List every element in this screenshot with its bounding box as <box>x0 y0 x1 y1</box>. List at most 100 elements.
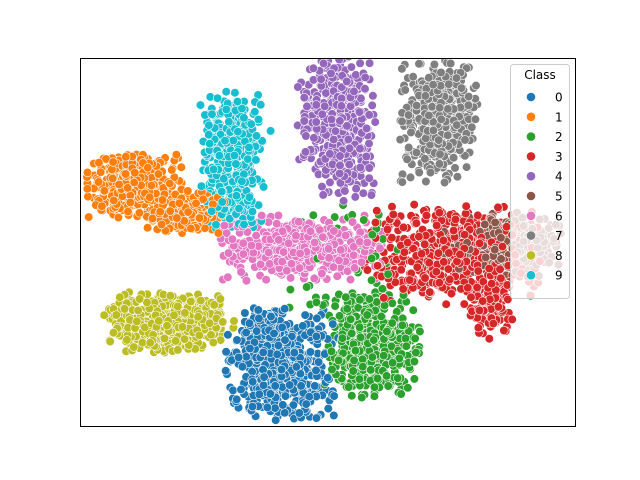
data-point-class-2 <box>409 374 420 384</box>
data-point-class-9 <box>211 220 221 230</box>
data-point-class-4 <box>308 75 319 85</box>
data-point-class-0 <box>285 380 295 390</box>
data-point-class-8 <box>105 336 115 347</box>
data-point-class-3 <box>387 233 397 243</box>
data-point-class-8 <box>193 312 203 322</box>
data-point-class-7 <box>397 64 407 74</box>
data-point-class-6 <box>227 234 237 244</box>
data-point-class-7 <box>470 114 481 124</box>
data-point-class-6 <box>265 259 275 269</box>
data-point-class-4 <box>317 109 327 119</box>
data-point-class-5 <box>481 252 491 262</box>
data-point-class-1 <box>114 179 124 190</box>
data-point-class-0 <box>280 304 290 314</box>
data-point-class-2 <box>379 351 389 361</box>
data-point-class-3 <box>446 289 457 299</box>
data-point-class-3 <box>473 210 483 220</box>
data-point-class-1 <box>213 228 223 238</box>
data-point-class-4 <box>319 58 329 69</box>
data-point-class-1 <box>143 163 153 173</box>
data-point-class-9 <box>247 207 257 217</box>
data-point-class-6 <box>294 217 304 227</box>
data-point-class-9 <box>221 104 231 115</box>
data-point-class-3 <box>396 265 406 275</box>
data-point-class-2 <box>311 297 322 307</box>
data-point-class-4 <box>318 190 328 200</box>
data-point-class-4 <box>364 173 374 183</box>
data-point-class-9 <box>239 220 249 230</box>
data-point-class-1 <box>191 198 201 208</box>
data-point-class-4 <box>311 100 321 110</box>
data-point-class-7 <box>402 154 412 164</box>
data-point-class-6 <box>357 257 367 267</box>
data-point-class-8 <box>179 334 190 344</box>
data-point-class-0 <box>241 352 251 362</box>
data-point-class-7 <box>450 163 460 173</box>
data-point-class-2 <box>347 391 357 401</box>
data-point-class-4 <box>335 160 345 170</box>
data-point-class-8 <box>115 292 125 302</box>
data-point-class-3 <box>399 247 410 257</box>
data-point-class-2 <box>356 332 366 342</box>
data-point-class-6 <box>282 266 292 276</box>
data-point-class-4 <box>367 100 377 110</box>
data-point-class-0 <box>228 385 238 396</box>
data-point-class-0 <box>314 357 324 367</box>
data-point-class-9 <box>229 150 239 161</box>
data-point-class-4 <box>309 133 319 143</box>
data-point-class-6 <box>291 231 301 241</box>
data-point-class-6 <box>272 219 282 229</box>
data-point-class-7 <box>462 162 472 172</box>
data-point-class-6 <box>295 263 305 273</box>
data-point-class-6 <box>241 276 252 286</box>
data-point-class-0 <box>298 321 308 331</box>
data-point-class-2 <box>359 215 369 225</box>
data-point-class-4 <box>317 182 327 192</box>
data-point-class-4 <box>351 70 361 80</box>
data-point-class-3 <box>488 319 498 329</box>
data-point-class-2 <box>367 230 377 240</box>
data-point-class-3 <box>449 226 459 236</box>
data-point-class-1 <box>143 223 153 233</box>
data-point-class-6 <box>219 220 229 231</box>
data-point-class-7 <box>446 58 456 69</box>
data-point-class-0 <box>232 394 242 405</box>
data-point-class-6 <box>261 275 271 285</box>
data-point-class-8 <box>194 330 204 340</box>
data-point-class-1 <box>165 179 175 189</box>
data-point-class-7 <box>408 72 418 82</box>
data-point-class-1 <box>167 165 177 175</box>
data-point-class-6 <box>238 249 248 259</box>
data-point-class-7 <box>443 130 453 140</box>
data-point-class-3 <box>424 258 434 268</box>
data-point-class-8 <box>137 338 147 348</box>
data-point-class-7 <box>403 110 414 120</box>
data-point-class-3 <box>459 299 469 309</box>
data-point-class-0 <box>323 404 333 414</box>
data-point-class-4 <box>344 143 355 153</box>
data-point-class-2 <box>367 275 377 285</box>
data-point-class-0 <box>294 408 304 418</box>
data-point-class-3 <box>412 262 422 272</box>
data-point-class-3 <box>387 202 397 212</box>
data-point-class-8 <box>108 328 119 338</box>
data-point-class-7 <box>451 73 462 83</box>
data-point-class-2 <box>369 335 379 345</box>
data-point-class-0 <box>291 362 302 372</box>
data-point-class-2 <box>330 301 340 311</box>
data-point-class-6 <box>318 232 328 242</box>
data-point-class-0 <box>234 352 244 363</box>
data-point-class-1 <box>130 168 140 178</box>
data-point-class-2 <box>393 373 403 383</box>
data-point-class-1 <box>157 219 167 230</box>
data-point-class-7 <box>452 172 463 182</box>
data-point-class-0 <box>258 380 269 390</box>
data-point-class-9 <box>195 100 206 110</box>
data-point-class-1 <box>153 169 163 179</box>
data-point-class-1 <box>134 208 144 218</box>
data-point-class-3 <box>473 266 483 276</box>
data-point-class-3 <box>461 201 471 211</box>
data-point-class-4 <box>351 184 361 194</box>
